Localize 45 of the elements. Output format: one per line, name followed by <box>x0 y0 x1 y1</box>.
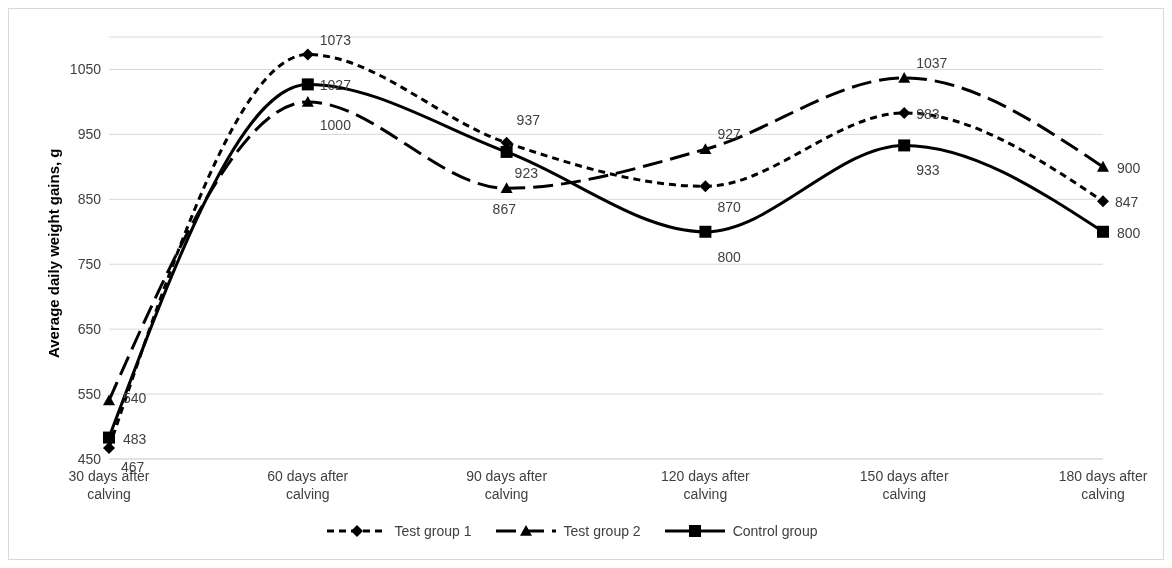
y-tick-label: 950 <box>77 126 102 143</box>
data-label: 1073 <box>319 31 352 48</box>
data-label: 933 <box>916 162 940 179</box>
data-label: 483 <box>123 430 147 447</box>
legend-label: Test group 1 <box>394 523 472 539</box>
legend-label: Test group 2 <box>563 523 641 539</box>
x-tick-label: 180 days after calving <box>1058 468 1148 502</box>
data-label: 937 <box>516 111 541 128</box>
point <box>699 225 712 238</box>
data-label: 900 <box>1117 159 1141 176</box>
y-tick-label: 750 <box>77 256 102 273</box>
point <box>103 394 115 406</box>
x-tick-label: 60 days after calving <box>267 468 349 502</box>
y-tick-label: 650 <box>77 321 102 338</box>
point <box>699 180 712 193</box>
data-label: 1000 <box>319 116 352 133</box>
point <box>301 95 314 107</box>
y-tick-label: 550 <box>77 386 102 403</box>
y-tick-label: 850 <box>77 191 102 208</box>
point <box>1097 225 1109 238</box>
x-tick-label: 150 days after calving <box>859 468 949 502</box>
x-tick-label: 120 days after calving <box>661 468 751 502</box>
legend-label: Control group <box>732 523 818 539</box>
point <box>500 182 513 194</box>
data-label: 847 <box>1115 194 1139 211</box>
data-label: 800 <box>717 248 741 265</box>
point <box>301 48 314 61</box>
data-label: 927 <box>717 126 741 143</box>
point <box>301 78 314 91</box>
data-label: 1037 <box>916 54 948 71</box>
point <box>1097 160 1109 172</box>
data-label: 923 <box>514 164 539 181</box>
point <box>699 143 712 155</box>
y-tick-label: 450 <box>77 450 102 467</box>
point <box>1097 195 1109 208</box>
point <box>898 71 911 83</box>
point <box>500 145 513 158</box>
x-tick-label: 90 days after calving <box>466 468 548 502</box>
point <box>898 139 911 152</box>
y-axis-title: Average daily weight gains, g <box>45 148 63 358</box>
y-tick-label: 1050 <box>69 61 102 78</box>
point <box>103 431 115 444</box>
data-label: 800 <box>1117 224 1141 241</box>
data-label: 870 <box>717 199 741 216</box>
data-label: 867 <box>492 201 517 218</box>
